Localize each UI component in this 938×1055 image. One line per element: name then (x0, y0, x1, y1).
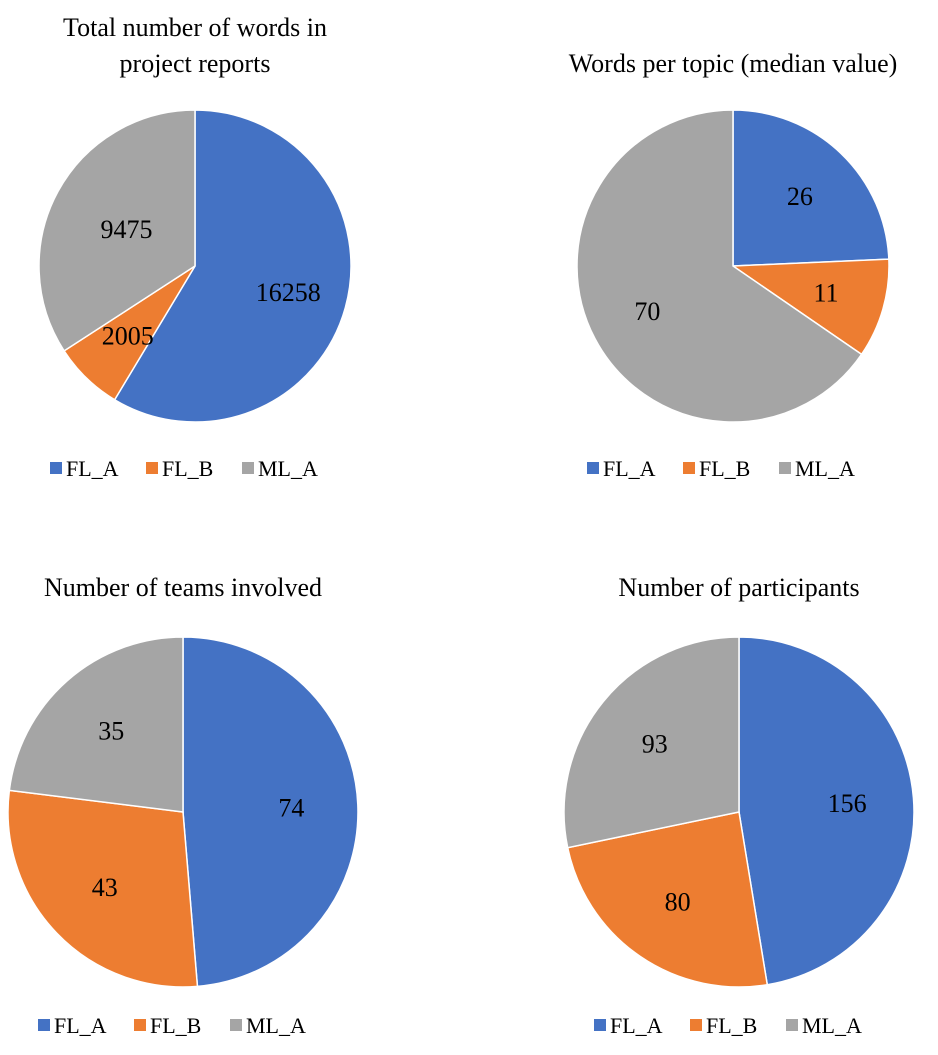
data-label-ml-a: 93 (642, 730, 668, 759)
legend-swatch-fl-a (50, 462, 62, 474)
pie-chart-3: Number of teams involved 74 43 35 FL_A FL_B ML… (7, 573, 359, 1038)
data-label-ml-a: 70 (634, 297, 660, 326)
pie-slice-ml-a (563, 636, 740, 849)
legend-swatch-fl-a (38, 1019, 50, 1031)
legend-label-fl-b: FL_B (699, 456, 750, 481)
pie-slice-fl-a (113, 109, 352, 423)
pie-slice-fl-a (732, 109, 890, 267)
data-label-ml-a: 9475 (101, 215, 153, 244)
pie-slice-fl-a (182, 636, 359, 988)
data-label-fl-a: 74 (278, 794, 304, 823)
legend-swatch-fl-b (690, 1019, 702, 1031)
pie-slice-fl-b (730, 258, 890, 356)
data-label-fl-a: 26 (787, 182, 813, 211)
legend-label-fl-a: FL_A (610, 1013, 663, 1038)
data-label-ml-a: 35 (98, 717, 124, 746)
chart-title: Number of teams involved (44, 573, 322, 602)
legend-swatch-fl-b (683, 462, 695, 474)
chart-legend: FL_A FL_B ML_A (594, 1013, 862, 1038)
legend-label-ml-a: ML_A (795, 456, 855, 481)
chart-legend: FL_A FL_B ML_A (38, 1013, 306, 1038)
chart-title: Words per topic (median value) (569, 49, 898, 78)
chart-title: Total number of words in (63, 13, 327, 42)
pie-slice-ml-a (38, 109, 196, 352)
pie-slice-fl-b (7, 789, 199, 988)
legend-label-fl-b: FL_B (150, 1013, 201, 1038)
legend-swatch-fl-b (146, 462, 158, 474)
chart-title: project reports (120, 49, 271, 78)
data-label-fl-b: 80 (665, 888, 691, 917)
legend-label-ml-a: ML_A (802, 1013, 862, 1038)
data-label-fl-a: 16258 (256, 278, 321, 307)
legend-swatch-ml-a (786, 1019, 798, 1031)
legend-label-fl-a: FL_A (54, 1013, 107, 1038)
legend-swatch-ml-a (230, 1019, 242, 1031)
pie-chart-2: Words per topic (median value) 26 11 70 FL_A… (569, 49, 898, 481)
chart-legend: FL_A FL_B ML_A (587, 456, 855, 481)
pie-slice-fl-a (738, 636, 915, 986)
legend-swatch-ml-a (242, 462, 254, 474)
data-label-fl-b: 43 (92, 873, 118, 902)
pie-slice-fl-b (566, 811, 769, 988)
data-label-fl-b: 11 (813, 279, 838, 308)
legend-label-fl-a: FL_A (603, 456, 656, 481)
pie-chart-4: Number of participants 156 80 93 FL_A FL_B ML_… (563, 573, 915, 1038)
legend-label-fl-b: FL_B (706, 1013, 757, 1038)
legend-label-ml-a: ML_A (246, 1013, 306, 1038)
data-label-fl-a: 156 (828, 789, 867, 818)
pie-slice-ml-a (576, 109, 863, 423)
legend-swatch-fl-b (134, 1019, 146, 1031)
pie-chart-1: Total number of words in project reports 1… (38, 13, 352, 481)
chart-title: Number of participants (618, 573, 859, 602)
legend-swatch-fl-a (587, 462, 599, 474)
data-label-fl-b: 2005 (102, 322, 154, 351)
pie-slice-ml-a (8, 636, 184, 813)
legend-label-ml-a: ML_A (258, 456, 318, 481)
legend-swatch-fl-a (594, 1019, 606, 1031)
legend-swatch-ml-a (779, 462, 791, 474)
chart-legend: FL_A FL_B ML_A (50, 456, 318, 481)
legend-label-fl-b: FL_B (162, 456, 213, 481)
legend-label-fl-a: FL_A (66, 456, 119, 481)
